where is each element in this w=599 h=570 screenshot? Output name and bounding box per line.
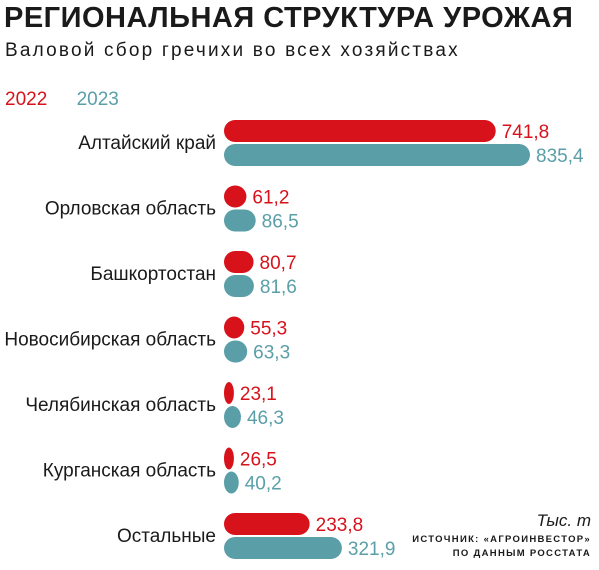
value-label-2022: 80,7 [260,253,297,274]
value-label-2023: 40,2 [245,474,282,495]
category-label: Курганская область [43,461,216,482]
bar-2022 [224,120,496,142]
value-label-2022: 23,1 [240,384,277,405]
value-label-2023: 835,4 [536,146,584,167]
legend-item-2022: 2022 [5,89,48,110]
chart-subtitle: Валовой сбор гречихи во всех хозяйствах [5,40,460,61]
bar-2023 [224,144,530,166]
bar-2023 [224,340,248,363]
value-label-2023: 81,6 [260,277,297,298]
bar-2023 [224,406,241,428]
bar-2023 [224,275,254,297]
bar-2022 [224,251,254,273]
category-label: Остальные [117,526,216,547]
bar-2022 [224,447,234,470]
unit-label: Тыс. т [536,511,591,530]
bar-2022 [224,382,234,404]
chart-title: РЕГИОНАЛЬНАЯ СТРУКТУРА УРОЖАЯ [4,2,574,34]
bar-2022 [224,316,245,339]
category-label: Алтайский край [78,133,216,154]
value-label-2022: 741,8 [502,122,550,143]
category-label: Орловская область [45,199,216,220]
bar-2023 [224,537,342,559]
value-label-2022: 26,5 [240,450,277,471]
value-label-2023: 321,9 [348,539,396,560]
source-line-2: ПО ДАННЫМ РОССТАТА [452,548,591,559]
bar-2022 [224,185,247,208]
category-label: Челябинская область [25,395,216,416]
value-label-2023: 63,3 [253,343,290,364]
bar-2022 [224,513,310,535]
value-label-2022: 233,8 [316,515,364,536]
legend: 2022 2023 [5,89,143,111]
source-note: ИСТОЧНИК: «АГРОИНВЕСТОР» ПО ДАННЫМ РОССТ… [412,533,591,561]
value-label-2022: 61,2 [252,188,289,209]
value-label-2022: 55,3 [250,319,287,340]
category-label: Новосибирская область [4,330,216,351]
legend-item-2023: 2023 [76,89,119,110]
bar-2023 [224,471,239,494]
bar-2023 [224,209,256,232]
value-label-2023: 86,5 [262,212,299,233]
value-label-2023: 46,3 [247,408,284,429]
source-line-1: ИСТОЧНИК: «АГРОИНВЕСТОР» [412,534,591,545]
category-label: Башкортостан [90,264,216,285]
